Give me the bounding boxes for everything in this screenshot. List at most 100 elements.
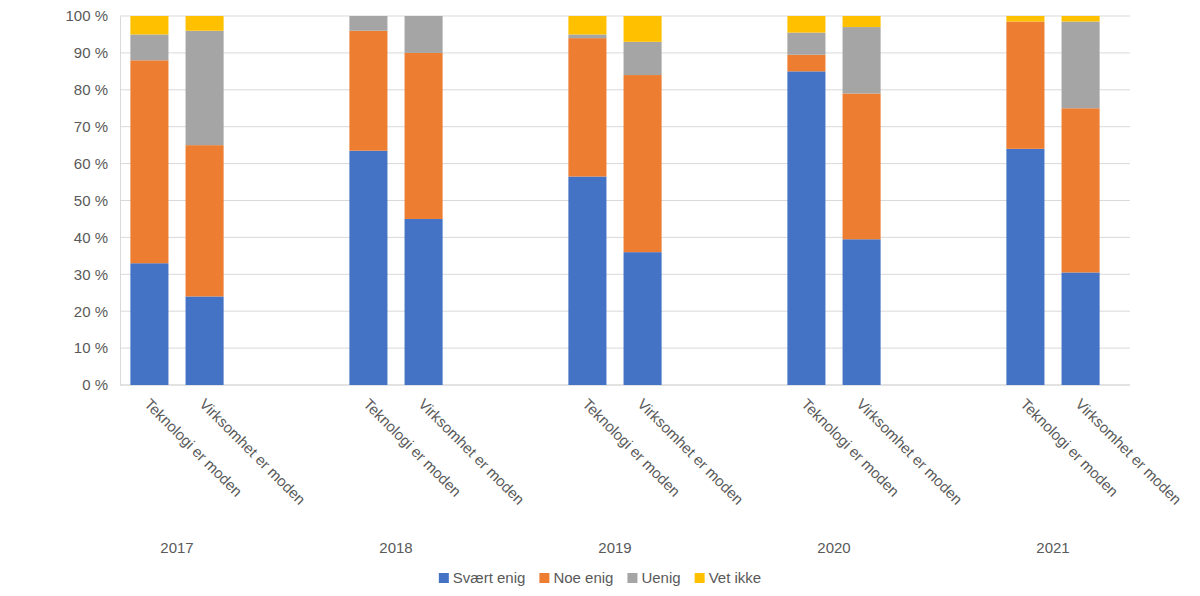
group-label: 2017 (160, 539, 193, 556)
group-label: 2020 (817, 539, 850, 556)
chart: 0 % 10 % 20 % 30 % 40 % 50 % 60 % 70 % 80 % 90 % 1… (0, 0, 1200, 596)
y-tick: 90 % (74, 44, 120, 61)
group-label: 2019 (598, 539, 631, 556)
bar-segment (787, 33, 825, 55)
y-tick-label: 100 % (65, 7, 108, 24)
bar-segment (405, 53, 443, 219)
bar-segment (787, 55, 825, 72)
bar-segment (624, 252, 662, 385)
x-tick-label: Teknologi er moden (579, 395, 684, 500)
bar-segment (568, 177, 606, 385)
legend-item: Uenig (627, 569, 680, 586)
legend: Svært enig Noe enig Uenig Vet ikke (439, 569, 761, 586)
bar-segment (1062, 22, 1100, 109)
bars (130, 16, 1099, 385)
y-tick: 0 % (82, 376, 120, 393)
bar-segment (568, 34, 606, 38)
x-tick-label: Teknologi er moden (798, 395, 903, 500)
bar-segment (843, 93, 881, 239)
y-tick: 70 % (74, 118, 120, 135)
bar-segment (186, 31, 224, 145)
bar-segment (1062, 272, 1100, 385)
bar-segment (349, 151, 387, 385)
bar-segment (405, 219, 443, 385)
series (130, 16, 1099, 145)
y-tick-label: 70 % (74, 118, 108, 135)
y-tick: 20 % (74, 303, 120, 320)
series (130, 71, 1099, 385)
x-tick-label: Virksomhet er moden (415, 395, 528, 508)
y-tick: 100 % (65, 7, 120, 24)
bar-segment (186, 296, 224, 385)
x-axis: Teknologi er modenVirksomhet er modenTek… (141, 395, 1185, 508)
bar-segment (843, 27, 881, 93)
x-tick-label: Virksomhet er moden (1072, 395, 1185, 508)
y-tick-label: 40 % (74, 229, 108, 246)
bar-segment (130, 16, 168, 34)
bar-segment (1062, 16, 1100, 22)
bar-segment (787, 71, 825, 385)
series (130, 16, 1099, 42)
y-axis-line (120, 17, 121, 386)
bar-segment (1062, 108, 1100, 272)
group-label: 2018 (379, 539, 412, 556)
x-tick-label: Virksomhet er moden (853, 395, 966, 508)
bar-segment (130, 263, 168, 385)
legend-swatch (439, 573, 449, 583)
bar-segment (1006, 16, 1044, 22)
y-tick: 60 % (74, 155, 120, 172)
y-tick: 80 % (74, 81, 120, 98)
y-tick-label: 60 % (74, 155, 108, 172)
y-tick: 40 % (74, 229, 120, 246)
x-tick-label: Teknologi er moden (360, 395, 465, 500)
y-tick: 50 % (74, 192, 120, 209)
group-labels: 2017 2018 2019 2020 2021 (160, 539, 1069, 556)
y-tick-label: 20 % (74, 303, 108, 320)
bar-segment (624, 75, 662, 252)
bar-segment (405, 16, 443, 53)
y-tick: 30 % (74, 266, 120, 283)
legend-item: Vet ikke (695, 569, 762, 586)
bar-segment (1006, 22, 1044, 149)
x-tick-label: Teknologi er moden (1017, 395, 1122, 500)
legend-swatch (627, 573, 637, 583)
bar-segment (1006, 149, 1044, 385)
bar-segment (130, 34, 168, 60)
legend-label: Uenig (641, 569, 680, 586)
bar-segment (349, 16, 387, 31)
x-tick-label: Teknologi er moden (141, 395, 246, 500)
y-tick-label: 0 % (82, 376, 108, 393)
series (130, 22, 1099, 297)
y-tick-label: 10 % (74, 339, 108, 356)
y-tick-label: 90 % (74, 44, 108, 61)
x-tick-label: Virksomhet er moden (196, 395, 309, 508)
bar-segment (349, 16, 387, 17)
legend-swatch (539, 573, 549, 583)
bar-segment (624, 16, 662, 42)
legend-label: Noe enig (553, 569, 613, 586)
y-tick-label: 50 % (74, 192, 108, 209)
y-tick-label: 30 % (74, 266, 108, 283)
grid (120, 16, 1130, 385)
group-label: 2021 (1036, 539, 1069, 556)
bar-segment (130, 60, 168, 263)
legend-label: Svært enig (453, 569, 526, 586)
y-axis: 0 % 10 % 20 % 30 % 40 % 50 % 60 % 70 % 80 % 90 % 1… (65, 7, 120, 393)
bar-segment (186, 145, 224, 296)
bar-segment (787, 16, 825, 33)
bar-segment (186, 16, 224, 31)
bar-segment (843, 16, 881, 27)
y-tick-label: 80 % (74, 81, 108, 98)
bar-segment (624, 42, 662, 75)
bar-segment (568, 38, 606, 176)
legend-item: Svært enig (439, 569, 526, 586)
legend-swatch (695, 573, 705, 583)
bar-segment (349, 31, 387, 151)
bar-segment (843, 239, 881, 385)
y-tick: 10 % (74, 339, 120, 356)
legend-label: Vet ikke (709, 569, 762, 586)
x-tick-label: Virksomhet er moden (634, 395, 747, 508)
bar-segment (568, 16, 606, 34)
legend-item: Noe enig (539, 569, 613, 586)
bar-segment (405, 16, 443, 17)
